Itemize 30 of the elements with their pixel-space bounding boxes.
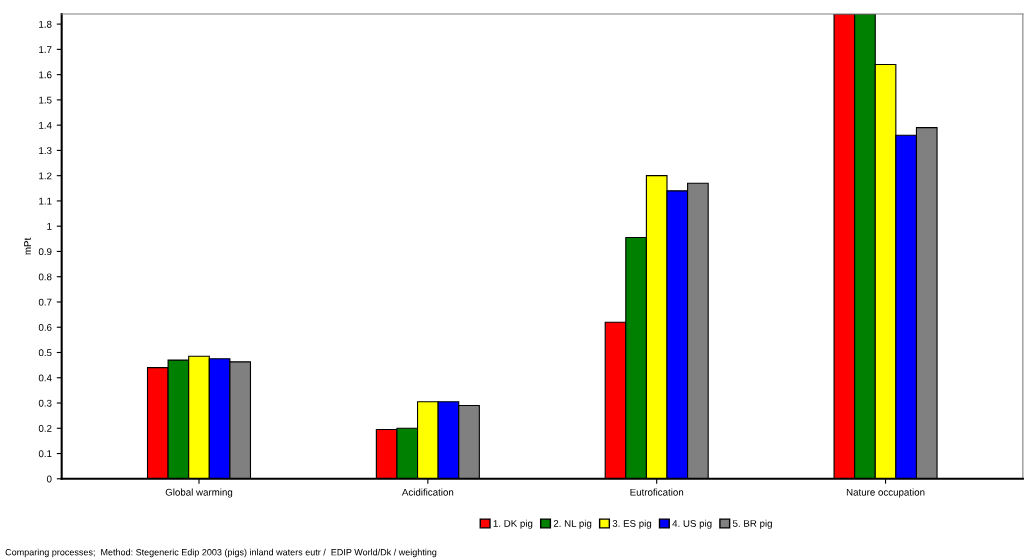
y-tick-label: 0.2 xyxy=(38,425,52,432)
x-tick-label: Eutrofication xyxy=(630,488,684,496)
text: Comparing processes; Method: Stegeneric Edip 2003 (pigs) inland waters eutr / EDIP World/Dk / weighting xyxy=(5,548,437,558)
y-tick-label: 1.3 xyxy=(39,147,52,155)
y-tick-label: 1 xyxy=(47,223,52,230)
y-tick-label: 0.4 xyxy=(38,374,52,382)
x-tick-label: Nature occupation xyxy=(846,488,925,498)
legend-label: 2. NL pig xyxy=(553,519,592,529)
y-tick-label: 0.8 xyxy=(38,273,52,281)
y-tick-label: 0.5 xyxy=(38,349,52,357)
y-tick-label: 1.4 xyxy=(39,121,52,129)
y-axis-title: mPt xyxy=(24,237,31,255)
legend-label: 1. DK pig xyxy=(493,519,533,529)
x-tick-label: Acidification xyxy=(401,488,454,496)
y-tick-label: 1.6 xyxy=(39,71,52,79)
y-tick-label: 1.7 xyxy=(39,46,52,53)
y-tick-label: 0.6 xyxy=(38,323,52,331)
y-tick-label: 0.1 xyxy=(38,450,52,458)
y-tick-label: 0.3 xyxy=(38,399,52,407)
legend-label: 5. BR pig xyxy=(732,519,772,529)
y-tick-label: 1.5 xyxy=(39,96,52,104)
y-tick-label: 1.8 xyxy=(39,20,52,28)
x-tick-label: Global warming xyxy=(165,488,233,498)
legend-label: 3. ES pig xyxy=(612,519,652,529)
y-tick-label: 1.2 xyxy=(39,172,52,180)
y-tick-label: 0.7 xyxy=(38,298,52,306)
y-tick-label: 0 xyxy=(46,475,52,483)
y-tick-label: 1.1 xyxy=(39,197,52,205)
y-tick-label: 0.9 xyxy=(38,248,52,256)
legend-label: 4. US pig xyxy=(672,519,712,529)
